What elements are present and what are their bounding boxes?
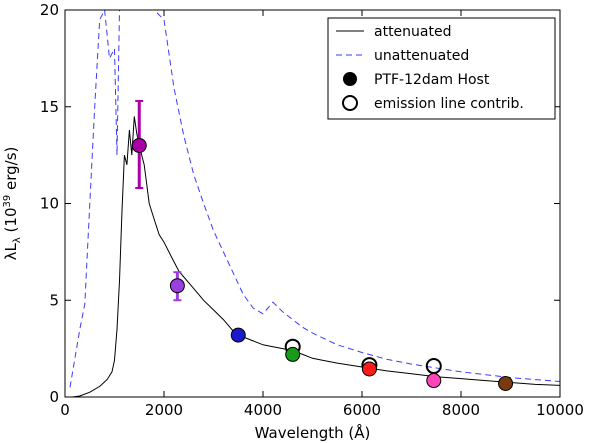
x-tick-label: 4000: [244, 401, 282, 419]
legend-marker-filled: [343, 72, 357, 86]
x-tick-label: 2000: [145, 401, 183, 419]
legend-label: attenuated: [374, 24, 452, 40]
legend-label: emission line contrib.: [374, 96, 524, 112]
host-point: [498, 375, 514, 391]
series-line-unattenuated: [69, 10, 560, 388]
host-point: [131, 137, 147, 153]
emission-point: [425, 358, 442, 375]
x-tick-label: 0: [60, 401, 70, 419]
y-tick-label: 10: [40, 195, 59, 213]
host-point: [169, 278, 185, 294]
x-axis-label: Wavelength (Å): [255, 423, 371, 442]
y-axis-label-sub: λ: [12, 237, 23, 243]
y-tick-label: 5: [49, 291, 59, 309]
y-axis-label: λLλ (1039 erg/s): [2, 147, 23, 261]
y-tick-label: 20: [40, 1, 59, 19]
host-point: [285, 346, 301, 362]
y-tick-label: 15: [40, 98, 59, 116]
legend-label: PTF-12dam Host: [374, 72, 490, 88]
legend-box: [327, 17, 556, 120]
legend-label: unattenuated: [374, 48, 469, 64]
points-layer: [131, 99, 514, 391]
y-axis-label-unit: erg/s): [2, 147, 20, 195]
y-tick-label: 0: [49, 388, 59, 406]
x-tick-label: 6000: [343, 401, 381, 419]
y-axis-label-open: (10: [2, 208, 20, 238]
y-axis-label-main: λL: [2, 243, 20, 261]
x-tick-label: 10000: [536, 401, 584, 419]
host-point: [361, 361, 377, 377]
series-line-attenuated: [72, 116, 560, 397]
ticks-layer: 0 2000 4000 6000 8000 10000 0 5 10 15 20: [40, 1, 584, 419]
series-layer: [69, 10, 560, 397]
x-tick-label: 8000: [442, 401, 480, 419]
legend-marker-open: [342, 95, 358, 111]
host-point: [230, 327, 246, 343]
y-axis-label-exp: 39: [2, 195, 13, 208]
host-point: [426, 373, 442, 389]
legend: attenuated unattenuated PTF-12dam Host emis…: [327, 17, 556, 120]
